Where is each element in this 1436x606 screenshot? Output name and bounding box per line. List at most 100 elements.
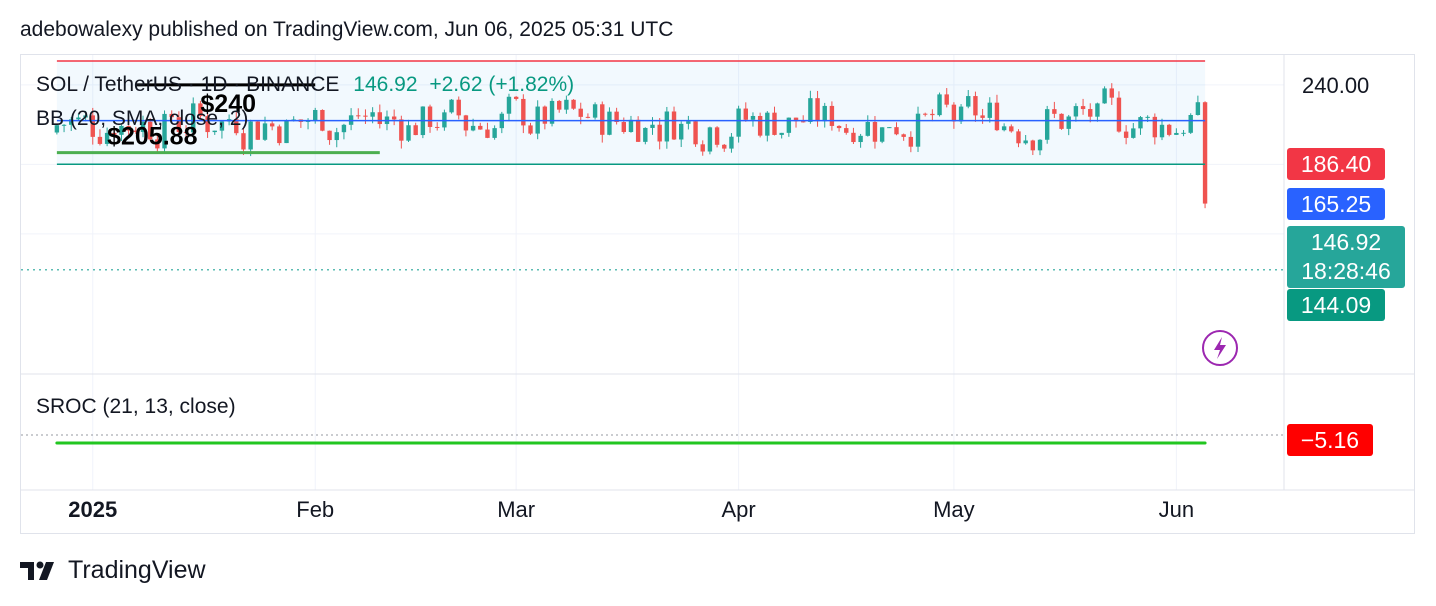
time-axis-label: Feb	[296, 497, 334, 522]
candle-body	[176, 117, 182, 132]
candle-body	[147, 121, 153, 140]
candle-body	[571, 99, 576, 109]
candle-body	[341, 124, 347, 133]
candle-body	[427, 106, 433, 127]
legend-symbol-row: SOL / TetherUS · 1D · BINANCE 146.92 +2.…	[36, 73, 574, 97]
candle-body	[915, 113, 921, 147]
candle-body	[155, 139, 160, 149]
candle-body	[851, 132, 856, 143]
legend-change: +2.62 (+1.82%)	[429, 73, 575, 96]
candle-body	[61, 124, 67, 126]
candle-body	[1102, 88, 1107, 104]
tradingview-brand[interactable]: TradingView	[68, 556, 206, 584]
tradingview-logo-icon[interactable]	[20, 560, 60, 582]
candle-body	[1181, 132, 1186, 134]
candle-body	[435, 126, 440, 128]
candle-body	[248, 121, 253, 150]
candle-body	[786, 117, 792, 133]
tag-sroc: −5.16	[1287, 424, 1373, 456]
candle-body	[1001, 126, 1007, 131]
candle-body	[262, 123, 268, 140]
candle-body	[592, 104, 598, 118]
candle-body	[104, 132, 110, 144]
candle-body	[363, 115, 368, 117]
candle-body	[69, 119, 74, 125]
chart-frame[interactable]	[20, 54, 1415, 534]
candle-body	[356, 115, 361, 117]
candle-body	[564, 99, 569, 110]
last-price-value: 146.92	[1310, 229, 1382, 255]
candle-body	[83, 115, 88, 118]
candle-body	[729, 136, 734, 149]
level-205-label: $205.88	[107, 123, 197, 151]
candle-body	[492, 128, 497, 138]
candle-body	[327, 130, 332, 141]
candle-body	[757, 115, 763, 136]
candle-body	[829, 105, 835, 126]
candle-body	[973, 96, 978, 116]
candle-body	[671, 111, 677, 140]
level-annotations: $240$205.88	[56, 83, 380, 155]
candle-body	[901, 134, 906, 137]
tag-last-price: 146.92 18:28:46	[1287, 226, 1405, 288]
candle-body	[894, 127, 899, 135]
candle-body	[700, 144, 705, 152]
candle-body	[549, 100, 555, 124]
candle-body	[836, 125, 842, 129]
candle-body	[765, 112, 770, 136]
time-axis-label: Jun	[1159, 497, 1194, 522]
candle-body	[1123, 131, 1129, 138]
candle-body	[162, 113, 167, 149]
candle-body	[1066, 116, 1071, 129]
legend-bb[interactable]: BB (20, SMA, close, 2)	[36, 107, 249, 130]
candle-body	[958, 106, 964, 122]
candle-body	[607, 111, 612, 135]
candle-body	[600, 104, 605, 135]
candle-body	[1188, 115, 1193, 133]
candle-body	[664, 111, 670, 142]
tag-bb-basis: 165.25	[1287, 188, 1385, 220]
candle-body	[815, 98, 820, 122]
candle-body	[750, 115, 756, 120]
candle-body	[1088, 109, 1093, 117]
candle-body	[334, 132, 339, 141]
candle-body	[643, 127, 648, 142]
candle-body	[219, 121, 225, 131]
time-axis-label: Apr	[721, 497, 755, 522]
candle-body	[1166, 124, 1172, 135]
candle-body	[722, 144, 727, 149]
candle-body	[198, 103, 203, 117]
candle-body	[305, 120, 311, 122]
tag-bb-upper: 186.40	[1287, 148, 1385, 180]
candle-body	[844, 128, 849, 133]
candle-body	[966, 96, 971, 107]
legend-last-price: 146.92	[353, 73, 418, 96]
legend-symbol[interactable]: SOL / TetherUS · 1D · BINANCE	[36, 73, 340, 96]
candle-body	[1159, 124, 1165, 138]
candle-body	[269, 123, 275, 127]
legend-sroc[interactable]: SROC (21, 13, close)	[36, 395, 236, 418]
candle-body	[772, 112, 777, 135]
candle-body	[578, 108, 583, 117]
candle-body	[506, 96, 512, 114]
candle-body	[234, 119, 239, 134]
lightning-icon[interactable]	[1202, 330, 1238, 366]
candle-body	[169, 113, 174, 118]
candle-body	[370, 112, 375, 117]
candle-body	[133, 130, 139, 132]
candle-body	[377, 112, 383, 125]
candle-body	[621, 122, 626, 132]
candle-body	[779, 132, 784, 135]
candle-body	[908, 136, 914, 147]
candle-body	[313, 109, 318, 121]
candle-body	[1009, 126, 1014, 132]
candle-body	[528, 125, 533, 134]
candle-body	[1073, 106, 1079, 117]
candle-body	[1116, 97, 1122, 132]
candle-body	[191, 103, 196, 133]
candle-body	[635, 119, 641, 142]
candle-body	[1152, 116, 1158, 138]
candle-body	[485, 129, 490, 138]
candle-body	[1195, 102, 1201, 116]
candle-body	[413, 125, 418, 136]
